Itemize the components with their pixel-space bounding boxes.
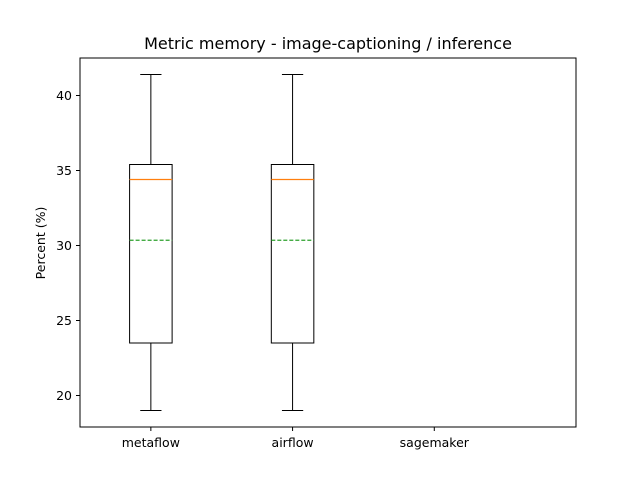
y-tick-label: 35 (56, 163, 72, 178)
chart-title: Metric memory - image-captioning / infer… (144, 34, 512, 53)
x-tick-label: sagemaker (400, 435, 470, 450)
y-tick-label: 20 (56, 388, 72, 403)
plot-frame (79, 57, 577, 428)
y-tick-label: 40 (56, 88, 72, 103)
x-tick-label: airflow (272, 435, 314, 450)
plot-marks: 20 25 30 35 40 metaflow airflow sagemaker (56, 74, 470, 450)
y-tick-label: 25 (56, 313, 72, 328)
y-axis-label: Percent (%) (33, 207, 48, 280)
box-iqr (270, 164, 315, 344)
y-tick-label: 30 (56, 238, 72, 253)
box-iqr (129, 164, 173, 344)
x-tick-label: metaflow (122, 435, 180, 450)
